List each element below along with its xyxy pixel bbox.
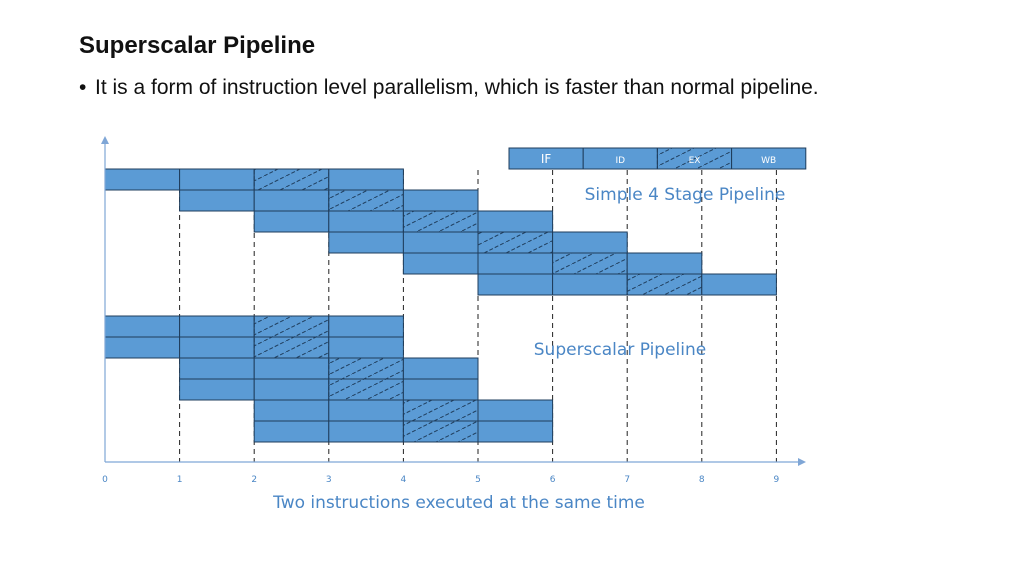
x-tick-label: 9 — [774, 475, 780, 485]
y-axis-arrow-icon — [101, 136, 109, 144]
superscalar-stage-box — [477, 420, 554, 443]
superscalar-stage-box — [477, 399, 554, 422]
superscalar-stage-box — [402, 378, 479, 401]
superscalar-stage-box — [179, 378, 255, 401]
simple-stage-box — [626, 252, 703, 275]
simple-stage-box — [328, 210, 404, 233]
slide-title: Superscalar Pipeline — [79, 32, 316, 59]
superscalar-stage-box — [328, 336, 404, 359]
superscalar-stage-box-hatch — [402, 399, 479, 422]
x-tick-label: 6 — [550, 475, 556, 485]
x-tick-label: 8 — [699, 475, 705, 485]
legend-label-ex: EX — [689, 156, 701, 166]
simple-pipeline — [104, 168, 777, 296]
simple-stage-box — [402, 189, 479, 212]
bullet-dot: • — [79, 76, 87, 99]
superscalar-pipeline — [104, 315, 554, 443]
legend-box-wb — [731, 147, 807, 170]
simple-stage-box-hatch — [477, 231, 554, 254]
x-tick-label: 7 — [624, 475, 630, 485]
simple-pipeline-label: Simple 4 Stage Pipeline — [585, 185, 786, 205]
superscalar-stage-box — [402, 357, 479, 380]
x-tick-label: 4 — [401, 475, 407, 485]
simple-stage-box — [552, 231, 628, 254]
superscalar-stage-box — [253, 399, 330, 422]
simple-stage-box — [104, 168, 181, 191]
simple-stage-box-hatch — [253, 168, 330, 191]
superscalar-stage-box-hatch — [253, 336, 330, 359]
simple-stage-box-hatch — [328, 189, 404, 212]
legend-label-wb: WB — [761, 156, 776, 166]
superscalar-pipeline-label: Superscalar Pipeline — [534, 340, 707, 360]
simple-stage-box — [402, 252, 479, 275]
superscalar-stage-box — [328, 399, 404, 422]
simple-stage-box — [253, 210, 330, 233]
x-axis-caption: Two instructions executed at the same ti… — [272, 493, 645, 513]
legend-label-if: IF — [541, 152, 552, 166]
superscalar-stage-box-hatch — [402, 420, 479, 443]
simple-stage-box — [179, 189, 255, 212]
simple-stage-box — [402, 231, 479, 254]
simple-stage-box — [253, 189, 330, 212]
bullet-text: • It is a form of instruction level paral… — [79, 76, 819, 100]
superscalar-stage-box — [328, 315, 404, 338]
simple-stage-box — [179, 168, 255, 191]
stage-legend: IF ID EX WB — [508, 147, 807, 170]
simple-stage-box — [477, 210, 554, 233]
superscalar-stage-box — [179, 357, 255, 380]
axes: 0 1 2 3 4 5 6 7 8 9 — [101, 136, 806, 485]
superscalar-stage-box-hatch — [253, 315, 330, 338]
superscalar-stage-box-hatch — [328, 357, 404, 380]
bullet-content: It is a form of instruction level parall… — [95, 76, 819, 99]
simple-stage-box — [477, 252, 554, 275]
simple-stage-box — [552, 273, 628, 296]
superscalar-stage-box — [253, 357, 330, 380]
simple-stage-box-hatch — [552, 252, 628, 275]
superscalar-stage-box — [179, 315, 255, 338]
simple-stage-box — [701, 273, 777, 296]
x-tick-label: 2 — [251, 475, 257, 485]
x-axis-arrow-icon — [798, 458, 806, 466]
superscalar-stage-box — [328, 420, 404, 443]
simple-stage-box-hatch — [402, 210, 479, 233]
simple-stage-box — [477, 273, 554, 296]
superscalar-stage-box — [104, 336, 181, 359]
superscalar-stage-box — [179, 336, 255, 359]
simple-stage-box-hatch — [626, 273, 703, 296]
x-tick-label: 3 — [326, 475, 332, 485]
simple-stage-box — [328, 231, 404, 254]
x-tick-label: 0 — [102, 475, 108, 485]
superscalar-stage-box — [104, 315, 181, 338]
x-tick-label: 1 — [177, 475, 183, 485]
simple-stage-box — [328, 168, 404, 191]
legend-label-id: ID — [616, 156, 626, 166]
superscalar-stage-box — [253, 420, 330, 443]
x-tick-label: 5 — [475, 475, 481, 485]
superscalar-stage-box-hatch — [328, 378, 404, 401]
superscalar-stage-box — [253, 378, 330, 401]
